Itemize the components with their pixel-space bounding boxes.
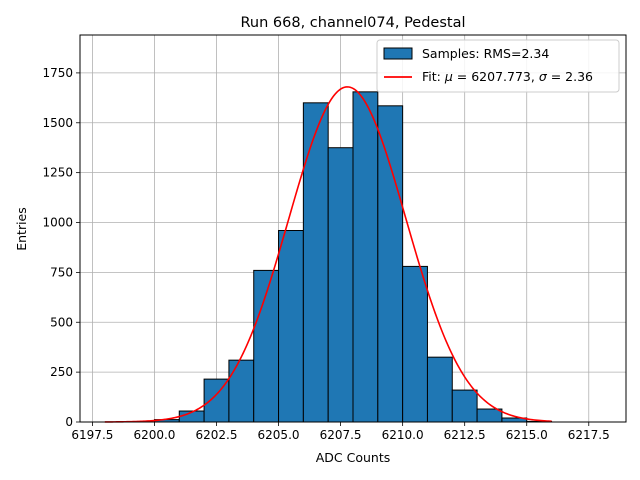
histogram-bar	[203, 378, 230, 423]
y-axis-label: Entries	[14, 207, 29, 251]
histogram-bar	[377, 105, 404, 423]
legend-fit-label: Fit: μ = 6207.773, σ = 2.36	[422, 69, 593, 84]
y-tick-label: 1750	[42, 66, 73, 80]
y-tick-label: 0	[65, 415, 73, 429]
histogram-bar	[228, 359, 255, 423]
chart-title: Run 668, channel074, Pedestal	[240, 15, 465, 31]
y-tick-label: 750	[50, 265, 73, 279]
legend-histogram-label: Samples: RMS=2.34	[422, 46, 549, 61]
histogram-bar	[327, 147, 354, 423]
histogram-bar	[426, 356, 453, 423]
plot-frame	[79, 34, 627, 423]
y-axis-ticks: 0 250 500 750 1000 1250 1500 1750	[42, 66, 80, 429]
mu-symbol: μ	[444, 69, 453, 84]
legend: Samples: RMS=2.34 Fit: μ = 6207.773, σ =…	[376, 39, 620, 93]
histogram-bar	[278, 229, 304, 423]
x-tick-label: 6205.0	[258, 428, 300, 442]
x-axis-label: ADC Counts	[316, 450, 391, 465]
fit-curve	[104, 86, 552, 423]
histogram-bar	[476, 408, 503, 423]
x-tick-label: 6207.5	[320, 428, 362, 442]
legend-histogram-swatch	[383, 47, 413, 60]
sigma-symbol: σ	[539, 69, 548, 84]
histogram-bar	[402, 265, 428, 423]
x-tick-label: 6212.5	[444, 428, 486, 442]
x-tick-label: 6197.5	[71, 428, 113, 442]
y-tick-label: 1250	[42, 166, 73, 180]
histogram-bar	[302, 102, 329, 423]
y-tick-label: 1000	[42, 216, 73, 230]
y-tick-label: 500	[50, 315, 73, 329]
y-tick-label: 1500	[42, 116, 73, 130]
y-tick-label: 250	[50, 365, 73, 379]
histogram-bar	[352, 91, 379, 423]
x-tick-label: 6215.0	[506, 428, 548, 442]
legend-box	[376, 39, 620, 93]
x-tick-label: 6217.5	[568, 428, 610, 442]
x-tick-label: 6202.5	[196, 428, 238, 442]
x-axis-ticks: 6197.5 6200.0 6202.5 6205.0 6207.5 6210.0 6212…	[71, 422, 610, 442]
x-tick-label: 6210.0	[382, 428, 424, 442]
histogram-bar	[451, 389, 478, 423]
x-tick-label: 6200.0	[133, 428, 175, 442]
